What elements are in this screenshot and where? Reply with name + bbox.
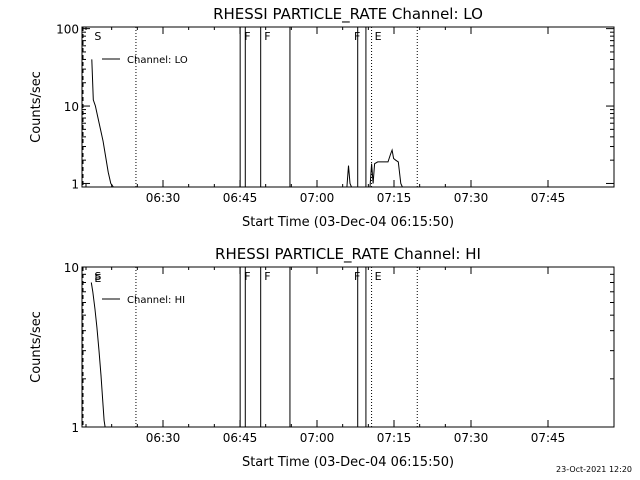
chart-title: RHESSI PARTICLE_RATE Channel: LO xyxy=(213,5,483,24)
series-line xyxy=(91,59,403,188)
y-tick-label: 10 xyxy=(64,261,79,275)
x-tick-label: 06:45 xyxy=(223,191,258,205)
x-tick-label: 07:15 xyxy=(377,191,412,205)
x-tick-label: 07:30 xyxy=(454,191,489,205)
series-line xyxy=(90,282,106,428)
x-tick-label: 07:45 xyxy=(531,431,566,445)
event-marker-f: F xyxy=(264,30,270,43)
event-marker-s: S xyxy=(94,30,101,43)
x-tick-label: 06:30 xyxy=(146,191,181,205)
y-tick-label: 1 xyxy=(71,421,79,435)
event-marker-f: F xyxy=(244,270,250,283)
chart-title: RHESSI PARTICLE_RATE Channel: HI xyxy=(215,245,481,264)
event-marker-f: F xyxy=(264,270,270,283)
legend-label: Channel: HI xyxy=(127,295,185,306)
x-tick-label: 07:30 xyxy=(454,431,489,445)
event-marker-f: F xyxy=(244,30,250,43)
x-axis-label: Start Time (03-Dec-04 06:15:50) xyxy=(242,215,454,230)
event-marker-e: E xyxy=(375,30,382,43)
y-tick-label: 1 xyxy=(71,177,79,191)
event-marker-f: F xyxy=(354,270,360,283)
x-tick-label: 07:00 xyxy=(300,191,335,205)
panel-2: RHESSI PARTICLE_RATE Channel: HI 06:30 06:… xyxy=(29,245,615,470)
y-tick-label: 10 xyxy=(64,100,79,114)
event-marker-e: E xyxy=(94,272,101,285)
legend-label: Channel: LO xyxy=(127,55,188,66)
plot-frame xyxy=(81,26,615,188)
event-marker-s: S xyxy=(94,270,101,283)
x-tick-label: 06:30 xyxy=(146,431,181,445)
event-marker-f: F xyxy=(354,30,360,43)
y-axis-label: Counts/sec xyxy=(29,71,44,143)
x-axis-label: Start Time (03-Dec-04 06:15:50) xyxy=(242,455,454,470)
y-tick-label: 100 xyxy=(56,23,79,37)
footer-stamp: 23-Oct-2021 12:20 xyxy=(556,465,632,474)
event-marker-e: E xyxy=(375,270,382,283)
x-tick-label: 07:45 xyxy=(531,191,566,205)
x-tick-label: 06:45 xyxy=(223,431,258,445)
panel-1: RHESSI PARTICLE_RATE Channel: LO 06:30 06:… xyxy=(29,5,615,230)
x-tick-label: 07:00 xyxy=(300,431,335,445)
y-axis-label: Counts/sec xyxy=(29,311,44,383)
plot-frame xyxy=(81,266,615,428)
x-tick-label: 07:15 xyxy=(377,431,412,445)
